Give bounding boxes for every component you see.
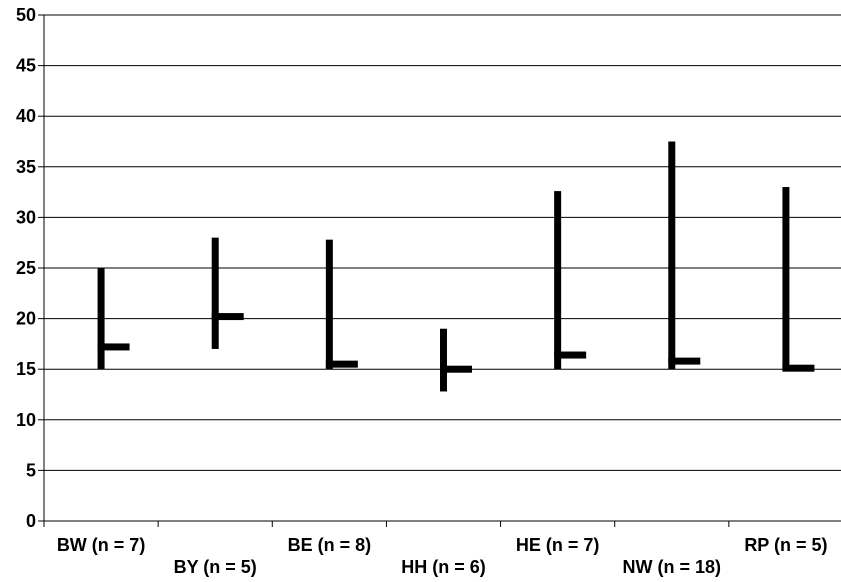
y-tick-labels: 0 5 10 15 20 25 30 35 40 45 50 <box>16 5 36 531</box>
x-tick-label-1: BY (n = 5) <box>174 557 257 577</box>
y-tick-label-10: 10 <box>16 410 36 430</box>
high-low-bar-3 <box>440 328 447 392</box>
high-low-bar-5 <box>668 141 676 370</box>
x-tick-label-2: BE (n = 8) <box>288 535 372 555</box>
y-tick-label-40: 40 <box>16 106 36 126</box>
y-tick-label-50: 50 <box>16 5 36 25</box>
high-low-bar-1 <box>211 237 219 349</box>
x-tick-label-3: HH (n = 6) <box>401 557 486 577</box>
y-tick-label-5: 5 <box>26 460 36 480</box>
y-tick-label-15: 15 <box>16 359 36 379</box>
x-tick-label-6: RP (n = 5) <box>744 535 827 555</box>
high-low-bar-2 <box>325 239 333 370</box>
close-tick-0 <box>97 343 130 351</box>
y-tick-label-0: 0 <box>26 511 36 531</box>
close-tick-5 <box>668 357 701 365</box>
x-tick-labels: BW (n = 7) BY (n = 5) BE (n = 8) HH (n = 6)… <box>57 535 828 577</box>
close-tick-6 <box>782 364 815 372</box>
x-tick-label-0: BW (n = 7) <box>57 535 146 555</box>
y-tick-label-25: 25 <box>16 258 36 278</box>
data-marks <box>97 141 815 392</box>
close-tick-4 <box>554 351 587 359</box>
y-tick-label-30: 30 <box>16 207 36 227</box>
close-tick-2 <box>325 360 358 368</box>
x-tick-label-5: NW (n = 18) <box>623 557 722 577</box>
y-tick-label-45: 45 <box>16 56 36 76</box>
y-tick-label-20: 20 <box>16 309 36 329</box>
close-tick-3 <box>440 365 472 373</box>
close-tick-1 <box>211 313 244 321</box>
axes <box>38 14 841 527</box>
x-tick-label-4: HE (n = 7) <box>516 535 600 555</box>
y-tick-label-35: 35 <box>16 157 36 177</box>
high-low-bar-6 <box>782 187 790 371</box>
gridlines <box>44 14 841 471</box>
high-low-bar-4 <box>554 191 562 370</box>
high-low-bar-0 <box>97 268 105 370</box>
